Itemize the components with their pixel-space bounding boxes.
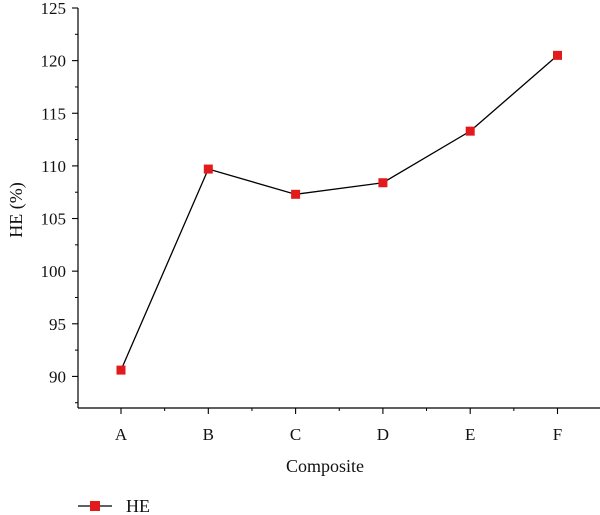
x-tick-label: B [203, 425, 214, 444]
y-tick-label: 100 [41, 262, 67, 281]
y-tick-label: 120 [41, 52, 67, 71]
data-point [553, 50, 562, 60]
x-tick-label: D [377, 425, 389, 444]
series-line [120, 54, 558, 371]
x-tick-label: E [465, 425, 475, 444]
y-tick-label: 115 [41, 104, 66, 123]
y-tick-label: 125 [41, 0, 67, 18]
y-axis-ticks: 90 95 100 105 110 115 120 125 [41, 0, 78, 404]
x-axis-ticks: A B C D E F [115, 408, 562, 444]
y-axis-title: HE (%) [6, 182, 27, 237]
x-tick-label: F [553, 425, 562, 444]
data-point [203, 164, 213, 174]
y-tick-label: 90 [49, 367, 66, 386]
legend-label-he: HE [126, 496, 150, 515]
data-point [465, 126, 475, 136]
y-tick-label: 105 [41, 210, 67, 229]
x-axis-title: Composite [286, 456, 364, 476]
data-point [378, 178, 388, 188]
y-tick-label: 95 [49, 315, 66, 334]
data-point [291, 189, 301, 199]
legend-marker [90, 501, 100, 511]
axes [77, 8, 600, 409]
series-he [116, 50, 562, 375]
x-tick-label: C [290, 425, 301, 444]
x-tick-label: A [115, 425, 128, 444]
data-point [116, 365, 126, 375]
y-tick-label: 110 [41, 157, 66, 176]
legend: HE [78, 496, 150, 515]
